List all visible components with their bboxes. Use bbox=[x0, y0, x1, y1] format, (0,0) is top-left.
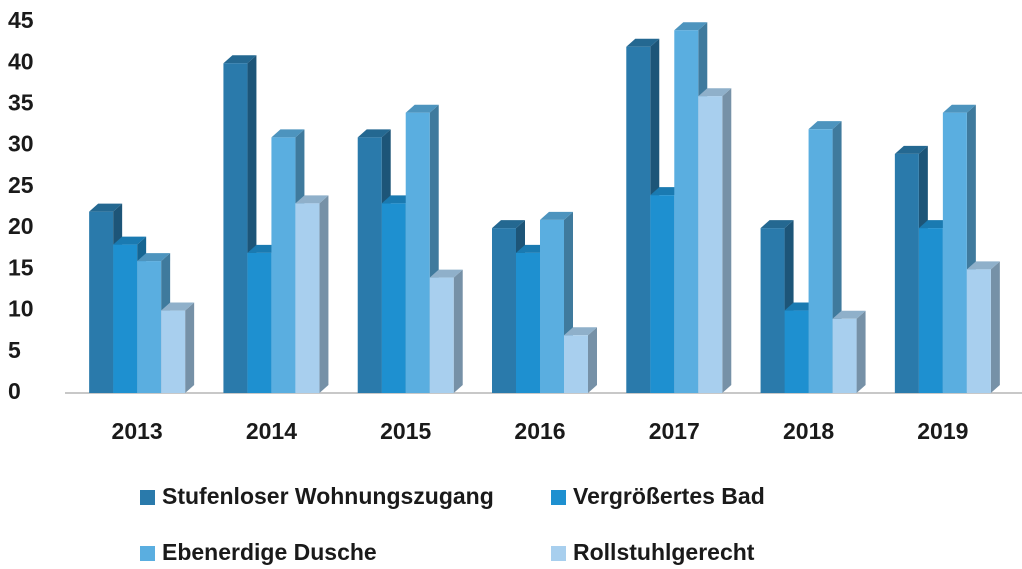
bar-side bbox=[722, 88, 732, 393]
bar bbox=[894, 153, 919, 393]
x-tick-label: 2016 bbox=[514, 418, 565, 444]
bar bbox=[966, 269, 991, 393]
bar-top bbox=[540, 211, 573, 220]
bar bbox=[808, 129, 833, 393]
bar bbox=[89, 211, 114, 393]
bar bbox=[516, 252, 540, 393]
bar-side bbox=[185, 302, 195, 393]
x-tick-label: 2018 bbox=[783, 418, 834, 444]
bar bbox=[271, 137, 296, 393]
bar-top bbox=[405, 104, 439, 113]
bar-top bbox=[492, 220, 525, 229]
y-tick-label: 30 bbox=[8, 131, 34, 157]
bar-top bbox=[137, 253, 171, 262]
bar bbox=[626, 46, 651, 393]
bar-top bbox=[894, 145, 928, 154]
bar-top bbox=[760, 220, 794, 229]
bar-side bbox=[453, 269, 463, 393]
y-tick-label: 45 bbox=[8, 7, 34, 33]
bar bbox=[674, 30, 699, 393]
bar-top bbox=[698, 88, 732, 97]
bar bbox=[564, 335, 588, 393]
bar bbox=[492, 228, 516, 393]
bar bbox=[832, 318, 857, 393]
bar bbox=[113, 244, 138, 393]
x-tick-label: 2017 bbox=[649, 418, 700, 444]
x-tick-label: 2019 bbox=[917, 418, 968, 444]
legend-swatch bbox=[551, 490, 566, 505]
bar-top bbox=[295, 195, 329, 204]
bar-top bbox=[113, 236, 147, 245]
x-tick-label: 2015 bbox=[380, 418, 431, 444]
bar-side bbox=[588, 327, 597, 393]
bar-top bbox=[89, 203, 123, 212]
bar-side bbox=[856, 310, 866, 393]
x-tick-label: 2013 bbox=[112, 418, 163, 444]
bar bbox=[540, 219, 564, 393]
y-tick-label: 0 bbox=[8, 378, 21, 404]
y-tick-label: 15 bbox=[8, 254, 34, 280]
legend-swatch bbox=[140, 546, 155, 561]
y-tick-label: 40 bbox=[8, 48, 34, 74]
legend-label: Rollstuhlgerecht bbox=[573, 539, 755, 565]
y-tick-label: 5 bbox=[8, 337, 21, 363]
y-tick-label: 35 bbox=[8, 90, 34, 116]
bar bbox=[247, 252, 272, 393]
bar bbox=[942, 112, 967, 393]
bar-side bbox=[990, 261, 1000, 393]
bar-top bbox=[832, 310, 866, 319]
x-tick-label: 2014 bbox=[246, 418, 297, 444]
bar bbox=[223, 63, 248, 393]
bar-top bbox=[271, 129, 305, 138]
bar-top bbox=[223, 55, 257, 64]
bar bbox=[405, 112, 430, 393]
legend-swatch bbox=[140, 490, 155, 505]
legend-label: Vergrößertes Bad bbox=[573, 483, 765, 509]
bar-top bbox=[966, 261, 1000, 270]
bar-top bbox=[357, 129, 391, 138]
y-tick-label: 25 bbox=[8, 172, 34, 198]
y-tick-label: 10 bbox=[8, 296, 34, 322]
bar bbox=[784, 310, 809, 393]
bar-top bbox=[429, 269, 463, 278]
bar bbox=[295, 203, 320, 393]
bar bbox=[357, 137, 382, 393]
bar bbox=[429, 277, 454, 393]
legend-label: Stufenloser Wohnungszugang bbox=[162, 483, 494, 509]
bar bbox=[650, 195, 675, 393]
bar-top bbox=[161, 302, 195, 311]
legend-swatch bbox=[551, 546, 566, 561]
y-tick-label: 20 bbox=[8, 213, 34, 239]
bar bbox=[698, 96, 723, 393]
bar bbox=[918, 228, 943, 393]
bar bbox=[760, 228, 785, 393]
bar bbox=[137, 261, 162, 393]
bar-top bbox=[564, 327, 597, 336]
bar-top bbox=[808, 121, 842, 130]
legend-label: Ebenerdige Dusche bbox=[162, 539, 377, 565]
bar-side bbox=[319, 195, 329, 393]
bar-top bbox=[674, 22, 708, 31]
bar-top bbox=[942, 104, 976, 113]
bar bbox=[161, 310, 186, 393]
bar bbox=[381, 203, 406, 393]
bar-top bbox=[626, 38, 660, 47]
